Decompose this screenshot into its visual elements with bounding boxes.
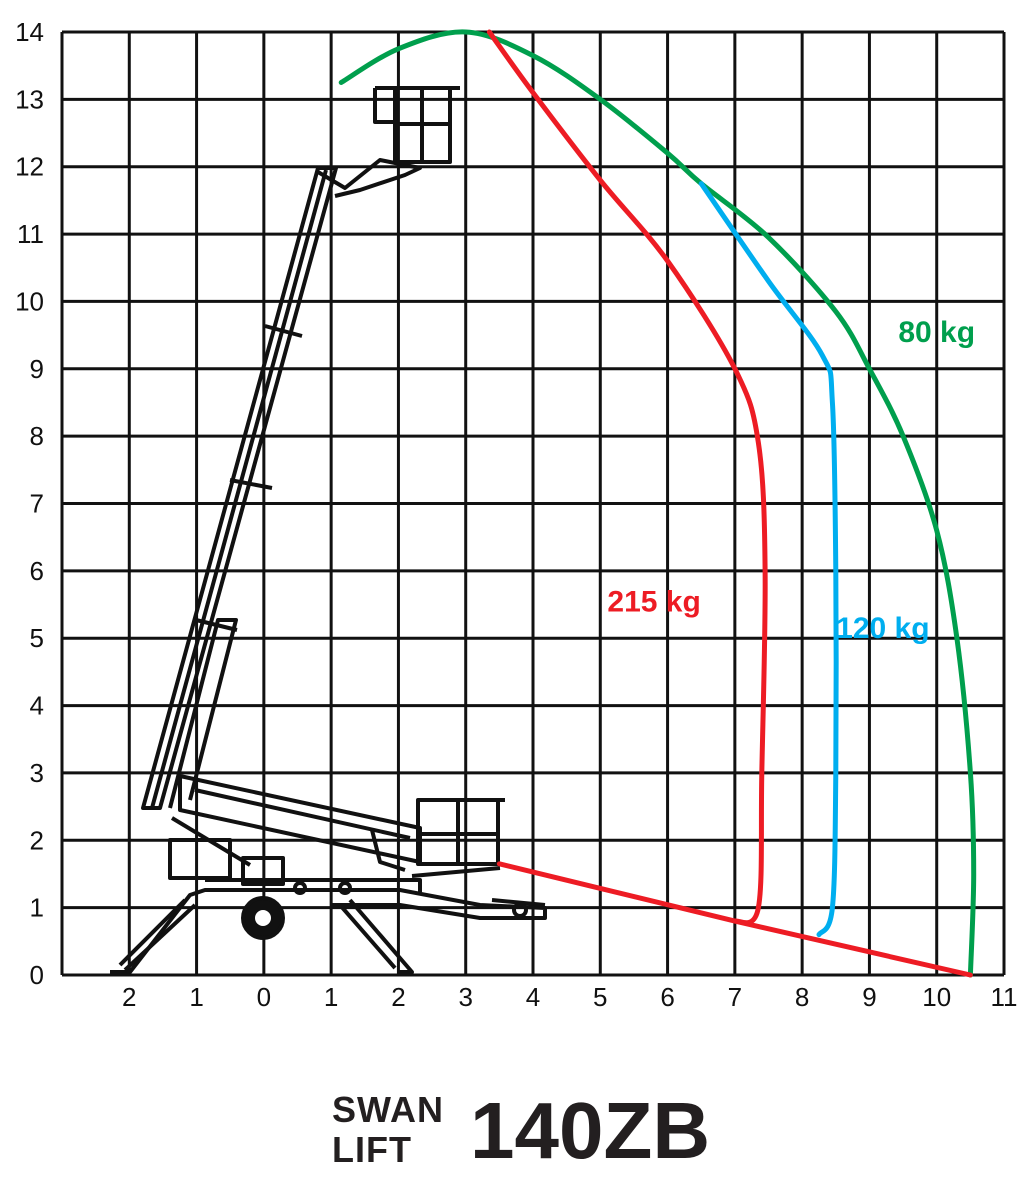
x-tick-label: 11 <box>991 982 1018 1012</box>
y-tick-label: 5 <box>30 623 44 653</box>
brand-footer: SWAN LIFT 140ZB <box>330 1086 730 1176</box>
boom-lift-drawing <box>110 86 547 974</box>
y-tick-label: 6 <box>30 556 44 586</box>
y-tick-label: 0 <box>30 960 44 990</box>
x-tick-label: 8 <box>795 982 809 1012</box>
logo-bottom-text: LIFT <box>332 1129 412 1170</box>
series-label: 120 kg <box>836 612 929 645</box>
grid <box>60 30 1006 977</box>
y-tick-label: 13 <box>15 84 44 114</box>
series-line-215kg-base <box>496 861 973 978</box>
x-tick-label: 10 <box>922 982 951 1012</box>
series-label: 80 kg <box>898 316 975 349</box>
y-tick-label: 1 <box>30 893 44 923</box>
model-name: 140ZB <box>470 1086 711 1175</box>
x-tick-label: 9 <box>862 982 876 1012</box>
x-tick-label: 4 <box>526 982 540 1012</box>
x-tick-label: 3 <box>458 982 472 1012</box>
x-tick-label: 6 <box>660 982 674 1012</box>
x-tick-label: 0 <box>257 982 271 1012</box>
x-tick-label: 5 <box>593 982 607 1012</box>
y-tick-label: 14 <box>15 17 44 47</box>
series-line-120kg <box>698 181 839 938</box>
y-tick-label: 3 <box>30 758 44 788</box>
series-line-215kg <box>486 29 768 926</box>
y-tick-label: 2 <box>30 825 44 855</box>
x-tick-label: 2 <box>391 982 405 1012</box>
y-tick-label: 10 <box>15 286 44 316</box>
y-tick-label: 11 <box>17 219 44 249</box>
y-tick-label: 4 <box>30 691 44 721</box>
y-tick-label: 12 <box>15 152 44 182</box>
series-line-80kg <box>338 29 977 978</box>
y-tick-label: 8 <box>30 421 44 451</box>
x-tick-label: 7 <box>728 982 742 1012</box>
logo-top-text: SWAN <box>332 1089 444 1130</box>
series-label: 215 kg <box>607 585 700 618</box>
x-tick-label: 1 <box>324 982 338 1012</box>
x-tick-label: 1 <box>189 982 203 1012</box>
swanlift-logo: SWAN LIFT <box>330 1092 450 1176</box>
y-tick-label: 7 <box>30 489 44 519</box>
x-tick-label: 2 <box>122 982 136 1012</box>
y-tick-label: 9 <box>30 354 44 384</box>
capacity-curves: 80 kg 120 kg 215 kg <box>338 29 977 978</box>
